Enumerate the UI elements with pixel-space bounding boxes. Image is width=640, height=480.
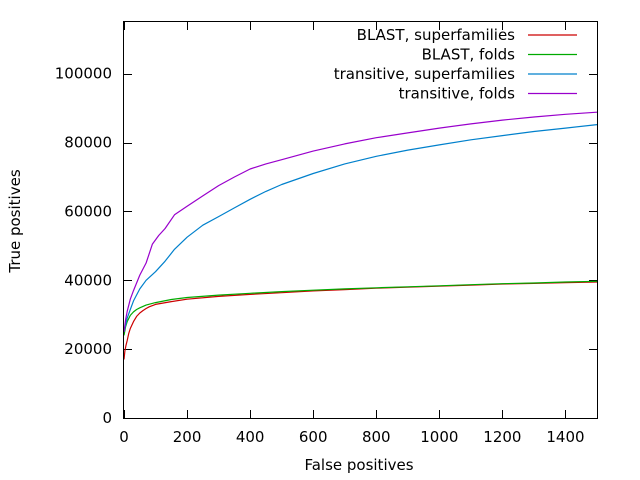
series-line-1	[123, 281, 598, 360]
y-tick-label: 20000	[64, 340, 112, 358]
x-tick-label: 800	[362, 428, 391, 446]
x-tick-label: 600	[299, 428, 328, 446]
axis-ticks: 0 200 400 600 800 1000 1200 1400 0 20000 40000 6000…	[55, 22, 597, 446]
y-tick-label: 100000	[55, 65, 112, 83]
legend-label: transitive, folds	[399, 85, 516, 103]
x-tick-label: 0	[119, 428, 129, 446]
x-tick-label: 1400	[546, 428, 584, 446]
series-line-4	[123, 111, 598, 332]
y-tick-label: 40000	[64, 271, 112, 289]
series-line-3	[123, 124, 598, 333]
legend-label: BLAST, folds	[422, 46, 516, 64]
y-axis-label: True positives	[6, 169, 24, 273]
y-tick-label: 60000	[64, 202, 112, 220]
x-axis-label: False positives	[304, 456, 413, 474]
y-tick-label: 0	[102, 409, 112, 427]
legend-label: transitive, superfamilies	[334, 65, 515, 83]
series-lines	[123, 111, 598, 360]
x-tick-label: 200	[173, 428, 202, 446]
x-tick-label: 1200	[483, 428, 521, 446]
legend-label: BLAST, superfamilies	[357, 26, 516, 44]
x-tick-label: 400	[236, 428, 265, 446]
y-tick-label: 80000	[64, 134, 112, 152]
x-tick-label: 1000	[420, 428, 458, 446]
series-line-2	[123, 280, 598, 336]
plot-frame	[123, 21, 598, 419]
